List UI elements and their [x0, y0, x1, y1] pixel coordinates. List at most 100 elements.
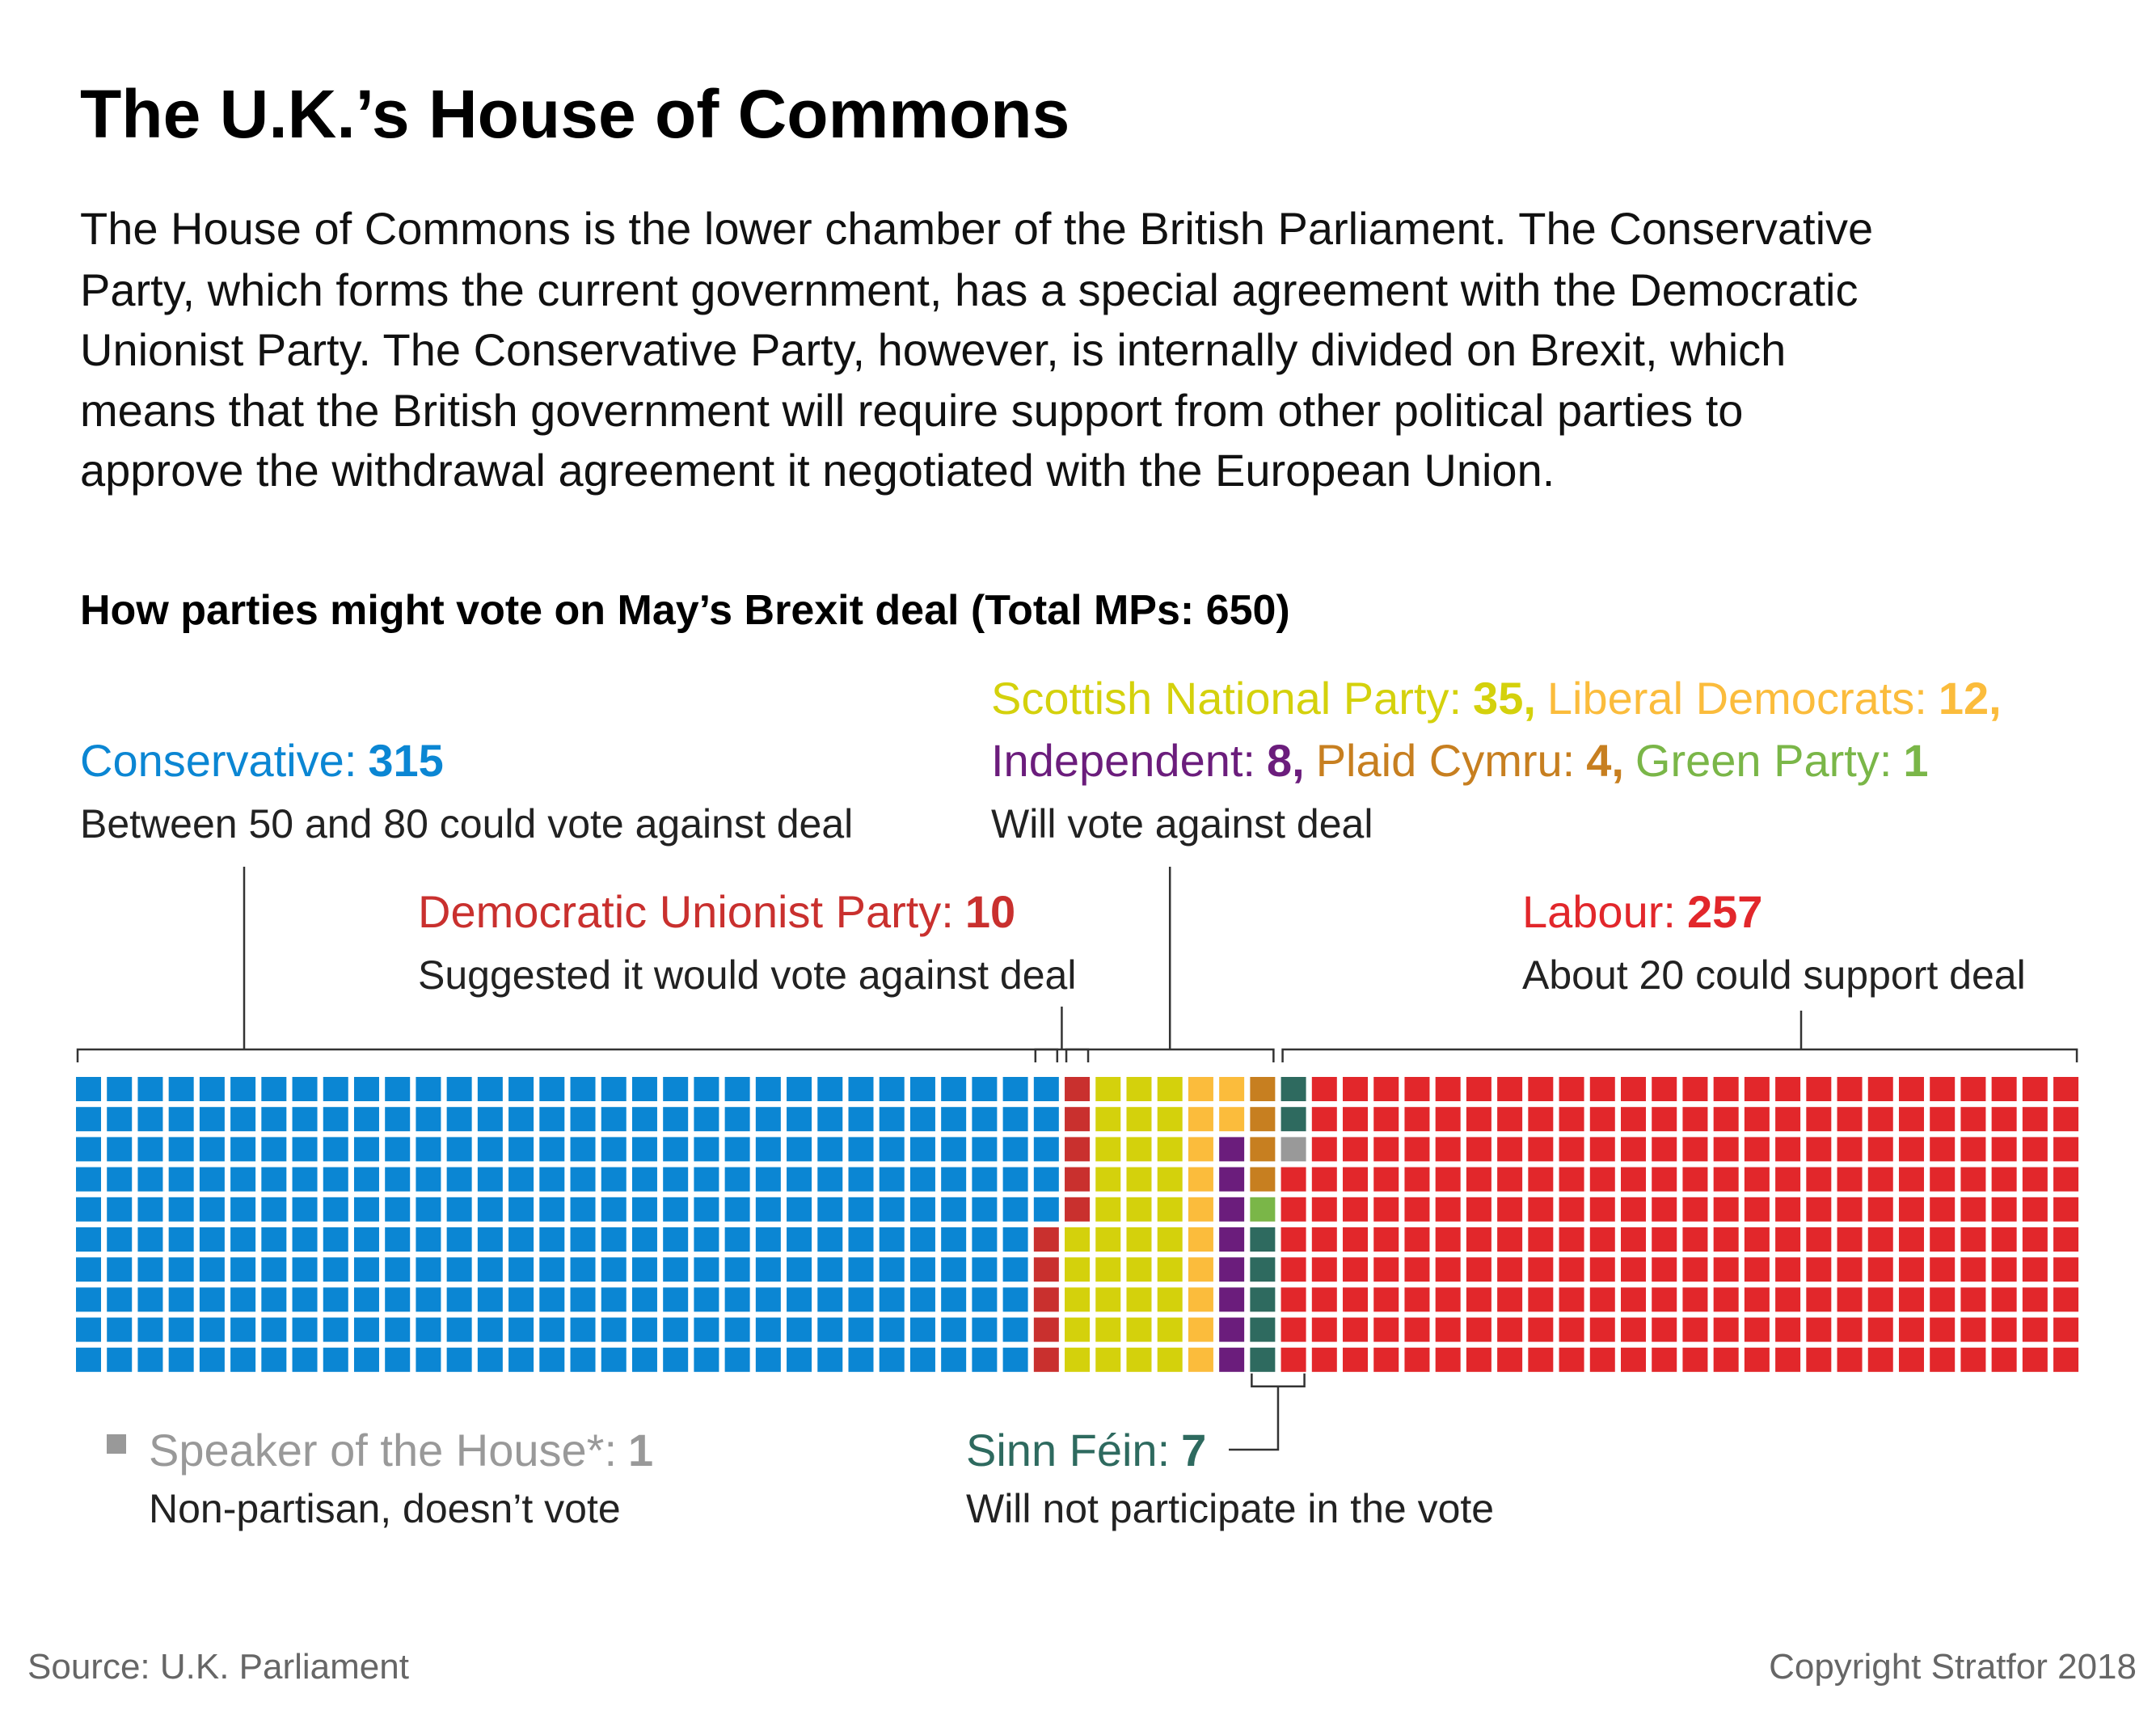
seat [570, 1257, 596, 1282]
party-note: Will not participate in the vote [966, 1486, 1494, 1531]
seat [385, 1317, 411, 1342]
seat [1713, 1257, 1739, 1282]
seat [323, 1287, 348, 1312]
seat [1466, 1347, 1491, 1372]
seat [570, 1077, 596, 1101]
seat [2053, 1197, 2079, 1222]
seat [1033, 1137, 1059, 1162]
seat [1528, 1107, 1554, 1132]
seat [1898, 1287, 1924, 1312]
seat [972, 1257, 998, 1282]
seat [724, 1287, 750, 1312]
seat [1867, 1137, 1893, 1162]
seat [353, 1257, 379, 1282]
seat [76, 1137, 101, 1162]
seat [1188, 1257, 1213, 1282]
seat [292, 1137, 318, 1162]
seat [1311, 1287, 1337, 1312]
seat [570, 1287, 596, 1312]
seat [631, 1317, 657, 1342]
seat [1898, 1257, 1924, 1282]
seat [1281, 1257, 1306, 1282]
seat [1435, 1287, 1461, 1312]
seat [1281, 1227, 1306, 1252]
seat [817, 1077, 843, 1101]
party-label: Independent: 8, Plaid Cymru: 4, Green Party:… [991, 735, 1929, 786]
party-count: 1 [1903, 735, 1928, 786]
seat [446, 1167, 472, 1192]
seat [1806, 1077, 1832, 1101]
seat [972, 1287, 998, 1312]
title: The U.K.’s House of Commons [80, 76, 1070, 152]
party-count: 10 [965, 886, 1015, 937]
seat [2053, 1107, 2079, 1132]
seat [724, 1137, 750, 1162]
seat [1126, 1347, 1152, 1372]
seat [1188, 1107, 1213, 1132]
seat [1404, 1317, 1430, 1342]
seat [694, 1227, 719, 1252]
seat [107, 1257, 133, 1282]
subtitle-line: means that the British government will r… [80, 385, 1743, 436]
seat [292, 1317, 318, 1342]
seat [1466, 1167, 1491, 1192]
seat [1559, 1167, 1584, 1192]
seat [199, 1347, 225, 1372]
party-label: Conservative: 315 [80, 735, 444, 786]
seat [1806, 1197, 1832, 1222]
seat [1867, 1317, 1893, 1342]
seat [76, 1257, 101, 1282]
seat [1126, 1107, 1152, 1132]
seat [1589, 1077, 1615, 1101]
seat [1652, 1107, 1677, 1132]
seat [1559, 1137, 1584, 1162]
seat [724, 1197, 750, 1222]
seat [570, 1227, 596, 1252]
seat [107, 1197, 133, 1222]
seat [787, 1347, 812, 1372]
seat [1435, 1347, 1461, 1372]
seat [1343, 1347, 1369, 1372]
seat [199, 1197, 225, 1222]
party-count: 7 [1181, 1425, 1206, 1476]
seat [601, 1107, 627, 1132]
party-name: Conservative: [80, 735, 357, 786]
seat [755, 1227, 781, 1252]
seat [1219, 1197, 1245, 1222]
seat [1157, 1227, 1183, 1252]
seat [1991, 1287, 2017, 1312]
seat [1652, 1287, 1677, 1312]
seat [1188, 1227, 1213, 1252]
seat [570, 1197, 596, 1222]
seat [137, 1197, 163, 1222]
seat [1250, 1227, 1276, 1252]
seat [663, 1287, 689, 1312]
seat [1528, 1257, 1554, 1282]
seat [848, 1227, 874, 1252]
seat [1652, 1317, 1677, 1342]
seat [292, 1077, 318, 1101]
seat [1621, 1347, 1646, 1372]
party-name: Green Party: [1635, 735, 1892, 786]
seat [137, 1227, 163, 1252]
party-name: Democratic Unionist Party: [418, 886, 954, 937]
seat [1960, 1227, 1986, 1252]
seat [1682, 1257, 1708, 1282]
seat [446, 1347, 472, 1372]
seat [1250, 1347, 1276, 1372]
seat [1806, 1317, 1832, 1342]
seat [1466, 1317, 1491, 1342]
seat [261, 1227, 287, 1252]
seat [446, 1197, 472, 1222]
seat [601, 1347, 627, 1372]
seat [1744, 1317, 1770, 1342]
seat [1744, 1077, 1770, 1101]
seat [817, 1257, 843, 1282]
seat [972, 1137, 998, 1162]
seat [1930, 1227, 1956, 1252]
seat [1930, 1317, 1956, 1342]
seat [879, 1347, 905, 1372]
seat [1960, 1257, 1986, 1282]
seat [1867, 1227, 1893, 1252]
seat [631, 1197, 657, 1222]
